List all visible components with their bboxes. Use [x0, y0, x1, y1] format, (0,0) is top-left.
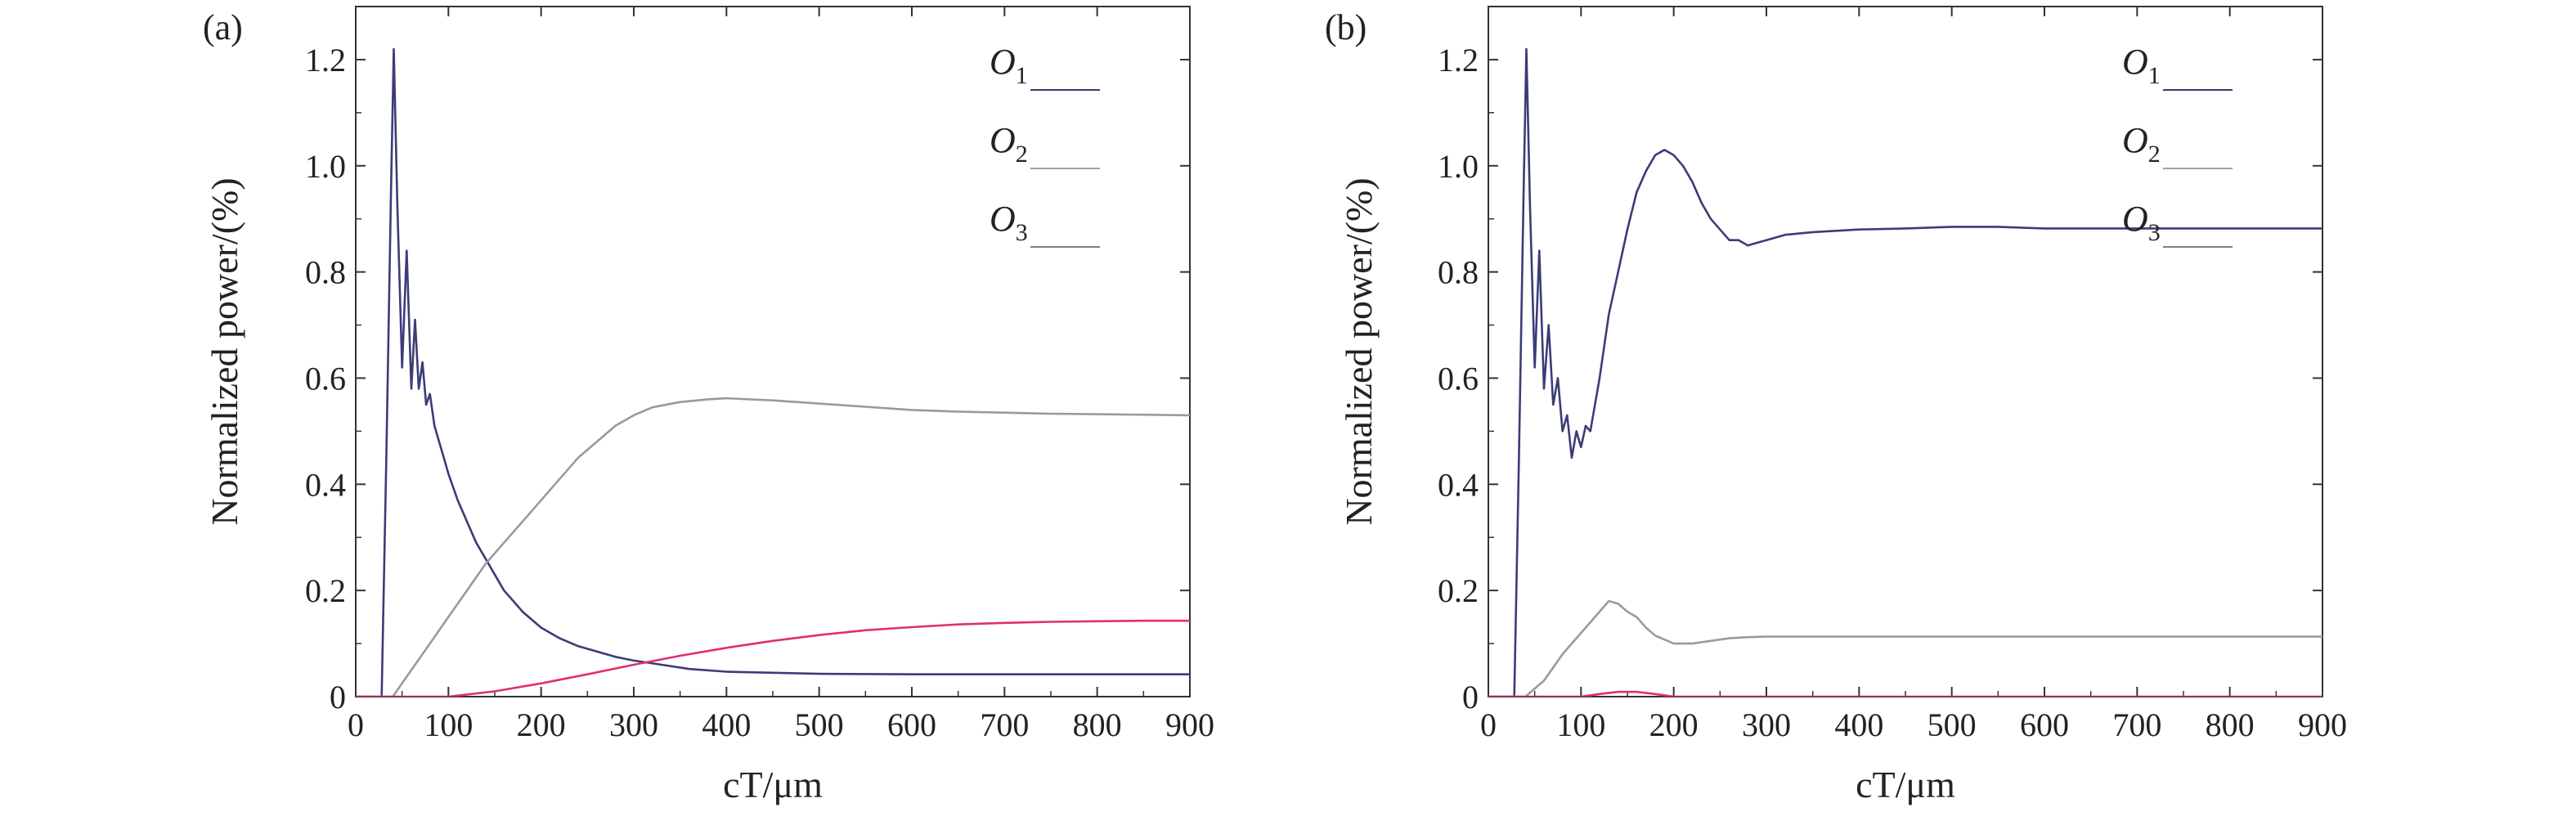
legend-subscript: 1	[2148, 62, 2161, 89]
series-line-2	[356, 397, 1190, 697]
y-tick-label: 0.4	[1438, 466, 1479, 503]
legend-base: O	[990, 120, 1016, 160]
series-line-1	[356, 47, 1190, 697]
y-tick-label: 1.0	[305, 148, 346, 185]
x-tick-label: 800	[1073, 706, 1122, 743]
x-tick-label: 500	[795, 706, 844, 743]
x-tick-label: 400	[1834, 706, 1883, 743]
y-tick-label: 1.2	[1438, 42, 1479, 78]
y-tick-label: 0	[330, 679, 346, 715]
y-tick-label: 0.8	[305, 254, 346, 291]
y-axis-title: Normalized power/(%)	[204, 177, 245, 525]
x-tick-label: 100	[424, 706, 473, 743]
legend-label-3: O3	[990, 199, 1028, 246]
legend-subscript: 3	[1016, 219, 1028, 246]
x-tick-label: 100	[1556, 706, 1605, 743]
y-tick-label: 0.6	[1438, 360, 1479, 397]
legend-subscript: 3	[2148, 219, 2161, 246]
x-tick-label: 200	[517, 706, 566, 743]
legend-subscript: 2	[2148, 141, 2161, 168]
series-line-1	[1488, 47, 2322, 697]
legend-label-3: O3	[2122, 199, 2161, 246]
y-tick-label: 0.6	[305, 360, 346, 397]
legend-label-1: O1	[2122, 42, 2161, 89]
y-tick-label: 1.0	[1438, 148, 1479, 185]
y-axis-title: Normalized power/(%)	[1338, 177, 1380, 525]
x-axis-title: cT/μm	[1856, 764, 1955, 805]
panel-label: (a)	[203, 7, 243, 47]
x-tick-label: 900	[2298, 706, 2347, 743]
x-tick-label: 0	[348, 706, 364, 743]
legend-base: O	[990, 199, 1016, 239]
legend-base: O	[990, 42, 1016, 82]
legend-label-1: O1	[990, 42, 1028, 89]
x-tick-label: 800	[2206, 706, 2255, 743]
y-tick-label: 0.2	[305, 572, 346, 609]
plot-frame	[355, 6, 1191, 697]
y-tick-label: 1.2	[305, 42, 346, 78]
chart-panel-2: 0 100 200 300 400 500 600 700 800 900 0 0.2 0.4 0.6 0.…	[1325, 6, 2347, 805]
x-tick-label: 500	[1928, 706, 1977, 743]
y-tick-label: 0	[1462, 679, 1479, 715]
x-tick-label: 900	[1165, 706, 1214, 743]
y-tick-label: 0.4	[305, 466, 346, 503]
x-axis-title: cT/μm	[723, 764, 823, 805]
legend-label-2: O2	[990, 120, 1028, 168]
series-line-2	[1488, 599, 2322, 697]
x-tick-label: 0	[1480, 706, 1497, 743]
legend-label-2: O2	[2122, 120, 2161, 168]
x-tick-label: 400	[702, 706, 751, 743]
legend-subscript: 2	[1016, 141, 1028, 168]
legend-base: O	[2122, 120, 2148, 160]
x-tick-label: 300	[609, 706, 658, 743]
x-tick-label: 600	[2020, 706, 2069, 743]
y-tick-label: 0.2	[1438, 572, 1479, 609]
x-tick-label: 600	[887, 706, 936, 743]
panel-label: (b)	[1325, 7, 1367, 47]
y-tick-label: 0.8	[1438, 254, 1479, 291]
x-tick-label: 200	[1649, 706, 1699, 743]
plot-frame	[1488, 6, 2323, 697]
x-tick-label: 700	[980, 706, 1029, 743]
chart-panel-1: 0 100 200 300 400 500 600 700 800 900 0 0.2 0.4 0.6 0.…	[203, 6, 1214, 805]
x-tick-label: 700	[2112, 706, 2161, 743]
legend-base: O	[2122, 42, 2148, 82]
legend-base: O	[2122, 199, 2148, 239]
x-tick-label: 300	[1742, 706, 1791, 743]
legend-subscript: 1	[1016, 62, 1028, 89]
series-line-3	[356, 619, 1190, 697]
series-line-3	[1488, 690, 2322, 697]
